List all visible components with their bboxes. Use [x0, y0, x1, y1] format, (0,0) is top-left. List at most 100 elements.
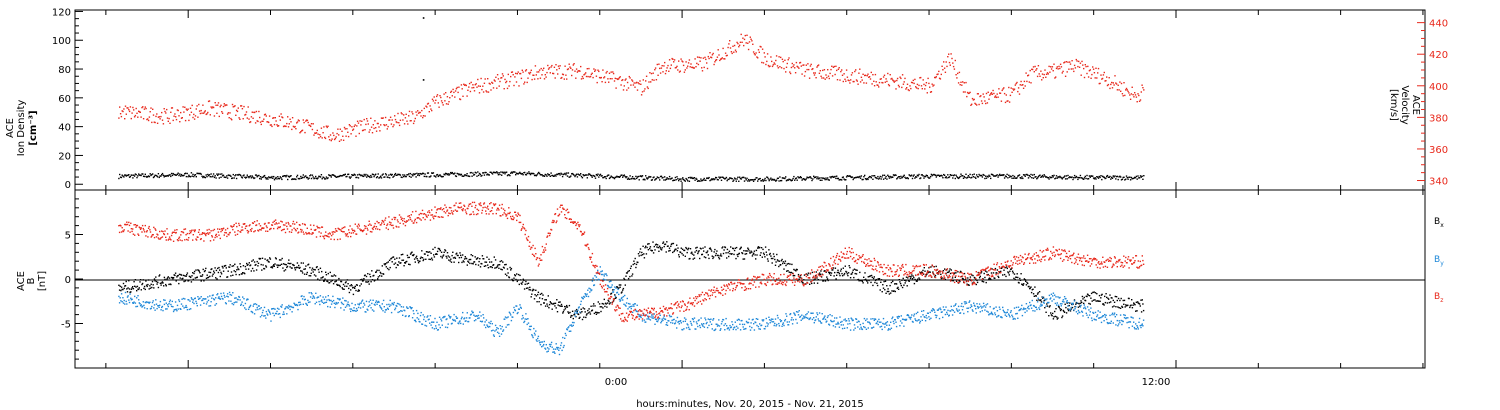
- density-point: [543, 175, 545, 177]
- velocity-point: [1094, 77, 1096, 79]
- velocity-point: [209, 114, 211, 116]
- velocity-point: [771, 65, 774, 68]
- by-point: [414, 319, 416, 322]
- bx-point: [635, 266, 637, 269]
- density-point: [707, 177, 709, 180]
- by-point: [281, 304, 283, 306]
- bx-point: [521, 283, 523, 285]
- density-point: [1060, 177, 1063, 179]
- bx-point: [565, 306, 567, 308]
- bx-point: [212, 273, 214, 275]
- bx-point: [955, 272, 957, 274]
- velocity-point: [580, 78, 583, 80]
- density-point: [757, 178, 760, 181]
- velocity-point: [448, 101, 450, 103]
- velocity-point: [184, 119, 187, 122]
- bx-point: [1106, 302, 1109, 304]
- density-point: [1134, 176, 1136, 179]
- by-point: [128, 299, 130, 301]
- by-point: [351, 302, 353, 305]
- density-point: [728, 178, 730, 181]
- density-point: [1076, 176, 1078, 179]
- velocity-point: [706, 67, 709, 70]
- bx-point: [681, 252, 683, 255]
- velocity-point: [459, 98, 461, 100]
- velocity-point: [674, 67, 677, 69]
- bx-point: [917, 278, 919, 280]
- bx-point: [438, 248, 441, 250]
- density-point: [780, 180, 782, 182]
- density-point: [957, 177, 960, 180]
- by-point: [415, 320, 417, 323]
- bx-point: [260, 263, 262, 266]
- velocity-point: [160, 115, 162, 118]
- density-point: [925, 174, 928, 176]
- density-point: [180, 175, 182, 177]
- velocity-point: [796, 65, 798, 68]
- by-point: [262, 309, 264, 312]
- bx-point: [516, 273, 518, 275]
- density-point: [1048, 178, 1050, 180]
- density-point: [153, 175, 155, 178]
- bx-point: [222, 270, 225, 272]
- velocity-point: [648, 81, 650, 83]
- by-point: [529, 325, 531, 328]
- density-point: [468, 175, 471, 178]
- bx-point: [820, 276, 823, 278]
- density-point: [834, 175, 836, 178]
- velocity-point: [259, 116, 261, 119]
- bx-point: [914, 278, 916, 281]
- bx-point: [608, 300, 610, 303]
- bx-point: [879, 289, 881, 291]
- by-point: [249, 304, 252, 307]
- velocity-point: [672, 58, 674, 60]
- velocity-point: [941, 65, 943, 67]
- bx-point: [126, 288, 128, 290]
- velocity-point: [529, 71, 532, 74]
- bx-point: [374, 279, 376, 281]
- bx-point: [556, 299, 558, 301]
- bx-point: [697, 252, 699, 255]
- density-point: [289, 175, 291, 178]
- velocity-point: [152, 108, 154, 110]
- density-point: [170, 175, 172, 178]
- density-point: [121, 174, 123, 176]
- density-point: [575, 174, 577, 176]
- velocity-point: [693, 67, 695, 69]
- bx-point: [273, 264, 275, 266]
- bx-point: [240, 266, 242, 268]
- bx-point: [1027, 282, 1029, 285]
- by-point: [228, 300, 230, 302]
- bx-point: [587, 312, 590, 314]
- velocity-point: [592, 76, 594, 79]
- bx-point: [458, 257, 461, 259]
- velocity-point: [659, 72, 662, 74]
- by-point: [486, 324, 488, 326]
- bx-point: [876, 284, 879, 287]
- by-point: [235, 297, 237, 299]
- velocity-point: [212, 106, 214, 108]
- density-point: [122, 175, 124, 177]
- velocity-point: [297, 119, 300, 121]
- velocity-point: [617, 78, 619, 81]
- velocity-point: [1056, 66, 1058, 68]
- by-point: [400, 306, 403, 308]
- by-point: [374, 304, 376, 306]
- density-point: [663, 179, 665, 181]
- density-point: [718, 176, 720, 178]
- density-point: [727, 178, 729, 180]
- velocity-point: [575, 77, 577, 79]
- density-point: [902, 175, 905, 177]
- bx-point: [998, 276, 1000, 279]
- by-point: [119, 297, 121, 299]
- density-point: [633, 177, 635, 180]
- by-point: [340, 307, 342, 309]
- by-point: [261, 311, 264, 314]
- velocity-point: [259, 121, 262, 123]
- density-point: [911, 177, 914, 180]
- velocity-point: [1124, 94, 1126, 97]
- by-point: [302, 303, 304, 305]
- density-point: [532, 172, 534, 175]
- density-point: [158, 176, 160, 179]
